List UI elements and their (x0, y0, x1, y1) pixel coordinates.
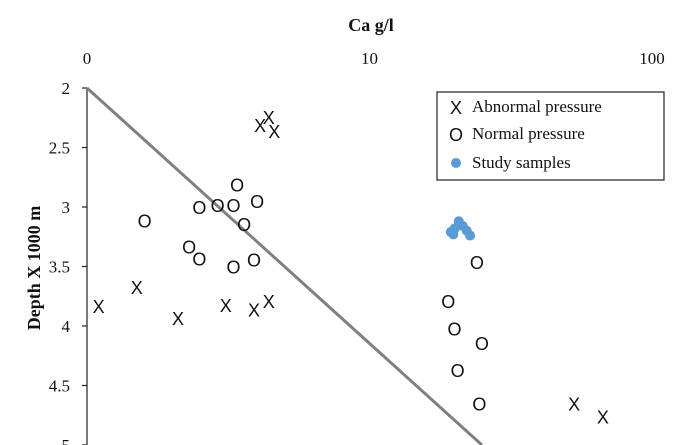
point-normal-pressure: O (250, 192, 264, 212)
point-abnormal-pressure: X (568, 395, 580, 415)
point-abnormal-pressure: X (131, 278, 143, 298)
point-abnormal-pressure: X (268, 122, 280, 142)
legend-marker-study (451, 158, 461, 168)
point-study-samples (448, 229, 459, 240)
y-tick-label: 3.5 (49, 258, 70, 277)
y-tick-labels: 2 2.5 3 3.5 4 4.5 5 (49, 79, 87, 445)
y-tick-label: 2.5 (49, 139, 70, 158)
point-normal-pressure: O (441, 292, 455, 312)
point-abnormal-pressure: X (597, 408, 609, 428)
point-abnormal-pressure: X (263, 292, 275, 312)
point-abnormal-pressure: X (248, 301, 260, 321)
x-axis-title: Ca g/l (348, 15, 394, 35)
point-normal-pressure: O (470, 253, 484, 273)
point-normal-pressure: O (247, 251, 261, 271)
legend-marker-abnormal: X (450, 98, 462, 118)
legend-marker-normal: O (449, 125, 463, 145)
trend-line (85, 86, 483, 445)
legend-box (436, 91, 665, 181)
y-tick-label: 4.5 (49, 377, 70, 396)
legend-label-study: Study samples (472, 153, 571, 172)
x-tick-label: 0 (83, 49, 92, 68)
point-normal-pressure: O (226, 258, 240, 278)
legend-label-abnormal: Abnormal pressure (472, 97, 602, 116)
point-normal-pressure: O (138, 211, 152, 231)
y-tick-label: 2 (62, 79, 71, 98)
point-abnormal-pressure: X (220, 296, 232, 316)
point-abnormal-pressure: X (254, 116, 266, 136)
point-normal-pressure: O (475, 334, 489, 354)
point-normal-pressure: O (211, 196, 225, 216)
y-tick-label: 4 (62, 317, 71, 336)
x-tick-labels: 0 10 100 (83, 49, 665, 68)
x-tick-label: 100 (639, 49, 665, 68)
x-tick-label: 10 (361, 49, 378, 68)
y-axis-title: Depth X 1000 m (24, 206, 44, 331)
point-normal-pressure: O (230, 176, 244, 196)
point-abnormal-pressure: X (172, 309, 184, 329)
point-normal-pressure: O (237, 215, 251, 235)
point-abnormal-pressure: X (93, 297, 105, 317)
point-normal-pressure: O (182, 237, 196, 257)
point-normal-pressure: O (448, 320, 462, 340)
point-abnormal-pressure: X (263, 108, 275, 128)
point-study-samples (465, 230, 476, 241)
point-normal-pressure: O (472, 395, 486, 415)
legend: X Abnormal pressure O Normal pressure St… (436, 91, 665, 181)
legend-label-normal: Normal pressure (472, 124, 585, 143)
point-normal-pressure: O (192, 198, 206, 218)
y-tick-label: 3 (62, 198, 71, 217)
point-normal-pressure: O (192, 249, 206, 269)
point-normal-pressure: O (226, 196, 240, 216)
point-normal-pressure: O (451, 361, 465, 381)
y-tick-label: 5 (62, 436, 71, 445)
